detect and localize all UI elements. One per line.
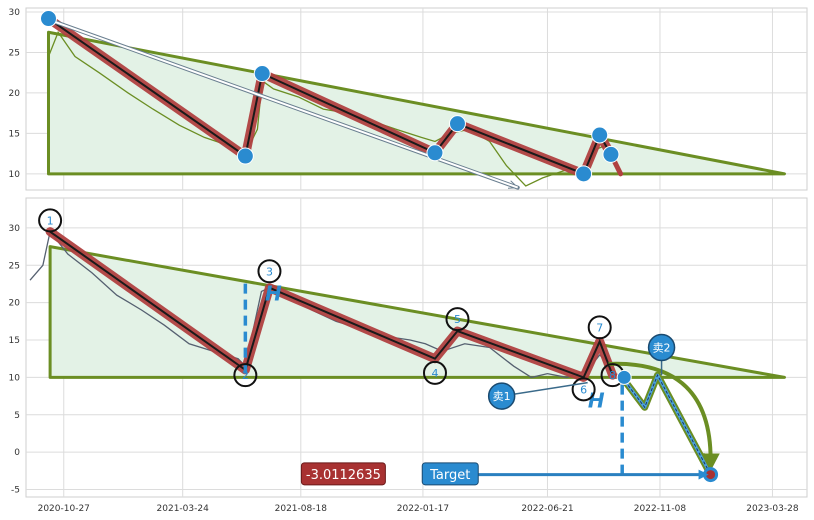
current-point (616, 369, 632, 385)
wave-label-circle (422, 360, 447, 385)
wave-label: 8 (609, 369, 616, 382)
sell-marker (487, 382, 516, 410)
pivot-point (236, 147, 254, 165)
y-tick-label: 25 (9, 261, 20, 271)
sell-marker-label: 卖2 (653, 342, 671, 355)
y-tick-label: 10 (9, 170, 21, 180)
pivot-point (575, 165, 593, 183)
h-label: H (265, 281, 282, 305)
y-tick-label: 25 (9, 48, 20, 58)
value-box-text: -3.0112635 (306, 468, 381, 483)
curved-arrow (608, 361, 720, 472)
sell-pointer (501, 381, 588, 397)
wave-label-circle (587, 315, 612, 340)
y-tick-label: 5 (14, 411, 20, 421)
x-tick-label: 2023-03-28 (746, 504, 799, 514)
x-tick-label: 2021-08-18 (275, 504, 328, 514)
y-tick-label: 30 (9, 224, 21, 234)
pivot-point (253, 65, 271, 83)
y-tick-label: 30 (9, 8, 21, 18)
x-tick-label: 2022-06-21 (521, 504, 573, 514)
wave-label: 1 (47, 214, 54, 227)
pivot-point (39, 10, 57, 28)
value-box (300, 462, 386, 486)
wave-label: 3 (266, 265, 273, 278)
x-tick-label: 2022-11-08 (634, 504, 687, 514)
y-tick-label: 15 (9, 336, 20, 346)
zigzag-line (49, 230, 614, 379)
wave-label: 5 (454, 313, 461, 326)
wave-label-circle (257, 259, 282, 284)
y-tick-label: 15 (9, 129, 20, 139)
pivot-point (602, 145, 620, 163)
sell-marker-label: 卖1 (493, 390, 511, 403)
wave-label: 2 (242, 369, 249, 382)
pivot-point (591, 126, 609, 144)
wave-label: 6 (580, 383, 587, 396)
target-box (421, 462, 479, 486)
wave-label-circle (38, 208, 63, 233)
top-panel: 10 15 20 25 30 (9, 7, 808, 191)
x-tick-label: 2020-10-27 (38, 504, 90, 514)
projection-line (620, 373, 712, 476)
wave-label-circle (233, 363, 258, 388)
target-box-label: Target (429, 468, 470, 483)
y-tick-label: 20 (9, 299, 21, 309)
wave-label-circle (571, 377, 596, 402)
y-tick-label: -5 (11, 486, 20, 496)
y-tick-label: 20 (9, 89, 21, 99)
wave-label-circle (445, 307, 470, 332)
pivot-point (448, 115, 466, 133)
wave-label: 4 (431, 367, 438, 380)
h-label: H (588, 388, 605, 412)
sell-marker (647, 333, 676, 362)
y-tick-label: 10 (9, 373, 21, 383)
wave-label: 7 (596, 321, 603, 334)
x-tick-label: 2022-01-17 (397, 504, 449, 514)
y-tick-label: 0 (14, 448, 20, 458)
pivot-point (426, 144, 444, 162)
x-tick-label: 2021-03-24 (157, 504, 210, 514)
